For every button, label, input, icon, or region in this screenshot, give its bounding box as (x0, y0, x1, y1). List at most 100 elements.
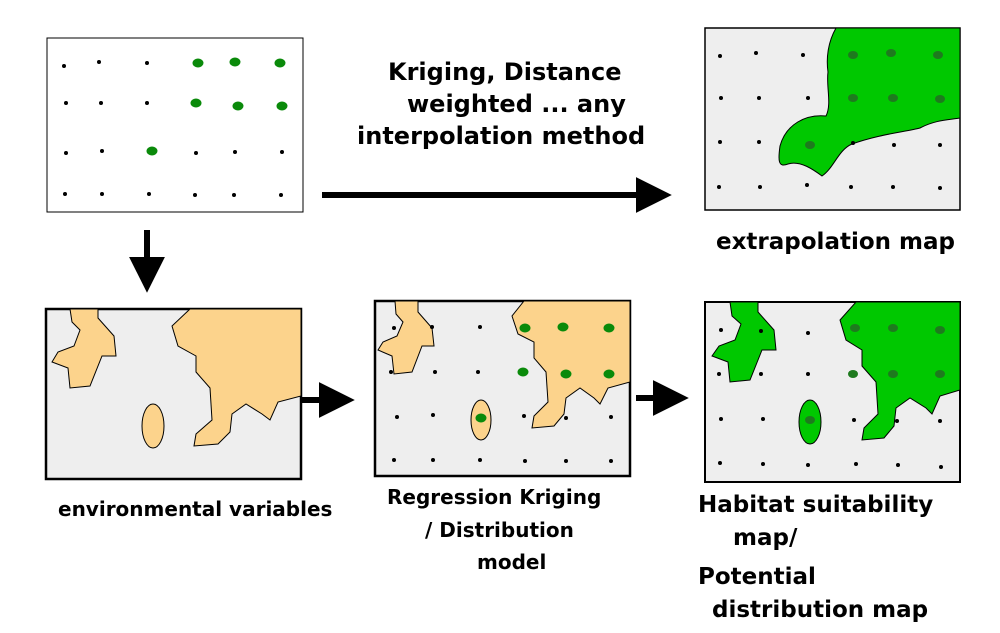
absence-point (99, 101, 103, 105)
absence-points (62, 60, 284, 197)
absence-point (757, 96, 761, 100)
absence-point (279, 193, 283, 197)
habitat-suitability-label-line2: map/ (733, 525, 798, 551)
absence-point (759, 329, 763, 333)
extrapolation-map-label: extrapolation map (716, 229, 955, 255)
regression-kriging-panel (373, 299, 632, 478)
absence-point (759, 372, 763, 376)
absence-point (761, 462, 765, 466)
absence-point (895, 419, 899, 423)
absence-point (523, 459, 527, 463)
absence-point (609, 415, 613, 419)
env-region-oval (141, 403, 165, 449)
absence-point (938, 143, 942, 147)
absence-point (564, 459, 568, 463)
absence-point (64, 101, 68, 105)
absence-point (896, 463, 900, 467)
presence-point (475, 413, 487, 423)
absence-point (852, 418, 856, 422)
rk-points (389, 322, 615, 463)
method-label-line1: Kriging, Distance (388, 58, 622, 86)
presence-point (850, 324, 860, 332)
absence-point (718, 140, 722, 144)
absence-point (194, 151, 198, 155)
absence-point (147, 192, 151, 196)
potential-distribution-label-line1: Potential (698, 564, 816, 590)
regression-kriging-label-line1: Regression Kriging (387, 485, 602, 509)
presence-point (888, 324, 898, 332)
method-label-line2: weighted ... any (407, 90, 626, 118)
presence-point (190, 98, 202, 108)
absence-point (433, 370, 437, 374)
absence-point (478, 458, 482, 462)
absence-point (805, 183, 809, 187)
presence-point (557, 322, 569, 332)
absence-point (193, 193, 197, 197)
presence-point (848, 51, 858, 59)
regression-kriging-label-line3: model (477, 550, 547, 574)
presence-point (192, 58, 204, 68)
presence-point (848, 370, 858, 378)
absence-point (806, 96, 810, 100)
absence-point (97, 60, 101, 64)
absence-point (719, 96, 723, 100)
environmental-variables-panel (44, 307, 303, 481)
absence-point (564, 416, 568, 420)
absence-point (801, 53, 805, 57)
absence-point (854, 462, 858, 466)
absence-point (939, 465, 943, 469)
absence-point (806, 463, 810, 467)
presence-point (933, 51, 943, 59)
absence-point (100, 149, 104, 153)
absence-point (718, 461, 722, 465)
rk-region-left (377, 301, 435, 375)
env-region-right (171, 309, 301, 447)
presence-point (229, 57, 241, 67)
absence-point (892, 143, 896, 147)
absence-point (145, 101, 149, 105)
presence-point (888, 94, 898, 102)
absence-point (717, 185, 721, 189)
presence-point (603, 369, 615, 379)
presence-point (274, 58, 286, 68)
regression-kriging-label-line2: / Distribution (425, 518, 574, 542)
absence-point (938, 186, 942, 190)
presence-point (519, 323, 531, 333)
rk-region-right (511, 301, 630, 429)
presence-point (560, 369, 572, 379)
absence-point (233, 150, 237, 154)
habitat-points (717, 324, 945, 469)
absence-point (389, 370, 393, 374)
panel-frame (46, 37, 304, 213)
environmental-variables-label: environmental variables (58, 497, 333, 521)
habitat-region-left (711, 302, 777, 383)
absence-point (891, 185, 895, 189)
absence-point (430, 325, 434, 329)
absence-point (719, 328, 723, 332)
absence-point (62, 64, 66, 68)
absence-point (64, 151, 68, 155)
absence-point (100, 192, 104, 196)
absence-point (476, 370, 480, 374)
map-points (717, 49, 945, 190)
env-region-left (51, 309, 117, 389)
habitat-suitability-label-line1: Habitat suitability (698, 492, 934, 518)
presence-points (146, 57, 288, 156)
absence-point (145, 61, 149, 65)
potential-distribution-label-line2: distribution map (712, 597, 929, 623)
habitat-region-right (839, 302, 960, 441)
absence-point (609, 459, 613, 463)
absence-point (761, 417, 765, 421)
presence-point (935, 370, 945, 378)
presence-point (886, 49, 896, 57)
absence-point (754, 51, 758, 55)
presence-point (805, 416, 815, 424)
absence-point (280, 150, 284, 154)
absence-point (719, 417, 723, 421)
presence-point (146, 146, 158, 156)
absence-point (431, 413, 435, 417)
absence-point (392, 458, 396, 462)
absence-point (232, 193, 236, 197)
absence-point (851, 141, 855, 145)
absence-point (392, 326, 396, 330)
